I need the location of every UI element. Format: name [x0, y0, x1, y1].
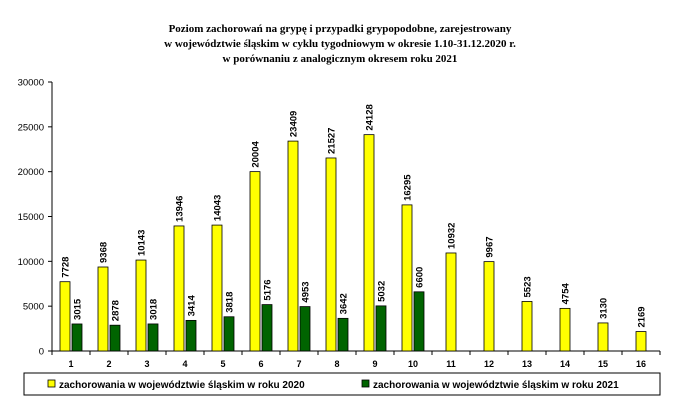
data-label-2021: 6600 [415, 267, 426, 288]
y-tick-label: 10000 [18, 257, 44, 268]
x-tick-label: 7 [296, 359, 301, 369]
x-tick-label: 9 [372, 359, 377, 369]
x-tick-label: 1 [68, 359, 73, 369]
chart-title-line-1: Poziom zachorowań na grypę i przypadki g… [169, 23, 512, 35]
x-tick-label: 10 [408, 359, 418, 369]
data-label-2021: 4953 [301, 281, 312, 302]
legend-swatch-2021 [361, 379, 370, 388]
data-label-2020: 10143 [137, 230, 148, 256]
bar-2021 [261, 304, 273, 352]
y-tick-label: 0 [39, 347, 44, 358]
x-tick-label: 4 [182, 359, 187, 369]
bars [59, 134, 647, 352]
data-label-2020: 20004 [251, 140, 262, 167]
x-tick-label: 8 [334, 359, 339, 369]
chart-title-line-2: w województwie śląskim w cyklu tygodniow… [164, 38, 516, 50]
data-label-2020: 3130 [599, 298, 610, 319]
data-label-2020: 16295 [403, 174, 414, 201]
bar-2021 [147, 323, 159, 352]
bar-2020 [635, 331, 647, 352]
bar-2020 [173, 225, 185, 352]
x-tick-label: 16 [636, 359, 646, 369]
data-label-2021: 3018 [149, 299, 160, 320]
data-label-2020: 14043 [213, 195, 224, 221]
bar-2020 [445, 252, 457, 352]
x-tick-label: 15 [598, 359, 608, 369]
data-label-2020: 13946 [175, 196, 186, 222]
bar-2020 [559, 307, 571, 352]
data-label-2020: 7728 [61, 257, 72, 278]
bar-2020 [287, 140, 299, 352]
bar-2021 [185, 319, 197, 352]
x-tick-label: 11 [446, 359, 456, 369]
bar-2020 [521, 301, 533, 352]
x-tick-label: 5 [220, 359, 225, 369]
x-tick-label: 3 [144, 359, 149, 369]
x-tick-label: 6 [258, 359, 263, 369]
bar-2021 [109, 324, 121, 352]
bar-2020 [483, 261, 495, 352]
bar-2021 [375, 305, 387, 352]
data-label-2021: 3414 [187, 295, 198, 317]
data-label-2020: 24128 [365, 104, 376, 130]
legend-label-2021: zachorowania w województwie śląskim w ro… [373, 380, 619, 391]
data-label-2021: 3015 [73, 298, 84, 320]
legend-label-2020: zachorowania w województwie śląskim w ro… [59, 380, 305, 391]
data-label-2020: 10932 [447, 223, 458, 249]
data-label-2020: 5523 [523, 276, 534, 297]
x-tick-label: 13 [522, 359, 532, 369]
data-label-2020: 9967 [485, 236, 496, 257]
bar-2021 [413, 291, 425, 352]
data-label-2020: 21527 [327, 128, 338, 154]
x-tick-label: 2 [106, 359, 111, 369]
bar-2020 [363, 134, 375, 352]
chart-title-line-3: w porównaniu z analogicznym okresem roku… [223, 53, 458, 65]
x-tick-label: 14 [560, 359, 570, 369]
bar-2020 [97, 266, 109, 352]
chart-title: Poziom zachorowań na grypę i przypadki g… [164, 23, 516, 65]
data-label-2021: 5176 [263, 279, 274, 300]
bar-2020 [135, 259, 147, 352]
y-tick-label: 20000 [18, 167, 44, 178]
bar-2020 [597, 322, 609, 352]
legend: zachorowania w województwie śląskim w ro… [23, 372, 661, 396]
data-label-2020: 2169 [637, 306, 648, 327]
data-label-2020: 9368 [99, 242, 110, 263]
bar-2020 [249, 171, 261, 352]
legend-box [23, 372, 661, 396]
data-labels: 7728 3015 9368 2878 10143 3018 13946 3414 14043 3… [61, 104, 648, 327]
data-label-2021: 3818 [225, 292, 236, 313]
y-tick-label: 15000 [18, 212, 44, 223]
data-label-2021: 5032 [377, 281, 388, 302]
legend-swatch-2020 [47, 379, 56, 388]
data-label-2020: 4754 [561, 283, 572, 305]
bar-2020 [59, 281, 71, 352]
x-tick-label: 12 [484, 359, 494, 369]
bar-2021 [71, 323, 83, 352]
y-tick-label: 30000 [18, 78, 44, 89]
y-tick-label: 25000 [18, 122, 44, 133]
y-tick-label: 5000 [23, 302, 44, 313]
data-label-2021: 3642 [339, 293, 350, 314]
bar-2021 [223, 316, 235, 352]
bar-2020 [211, 224, 223, 352]
data-label-2021: 2878 [111, 300, 122, 321]
data-label-2020: 23409 [289, 111, 300, 137]
bar-2020 [401, 204, 413, 352]
bar-2021 [337, 317, 349, 352]
bar-2020 [325, 157, 337, 352]
bar-2021 [299, 306, 311, 352]
